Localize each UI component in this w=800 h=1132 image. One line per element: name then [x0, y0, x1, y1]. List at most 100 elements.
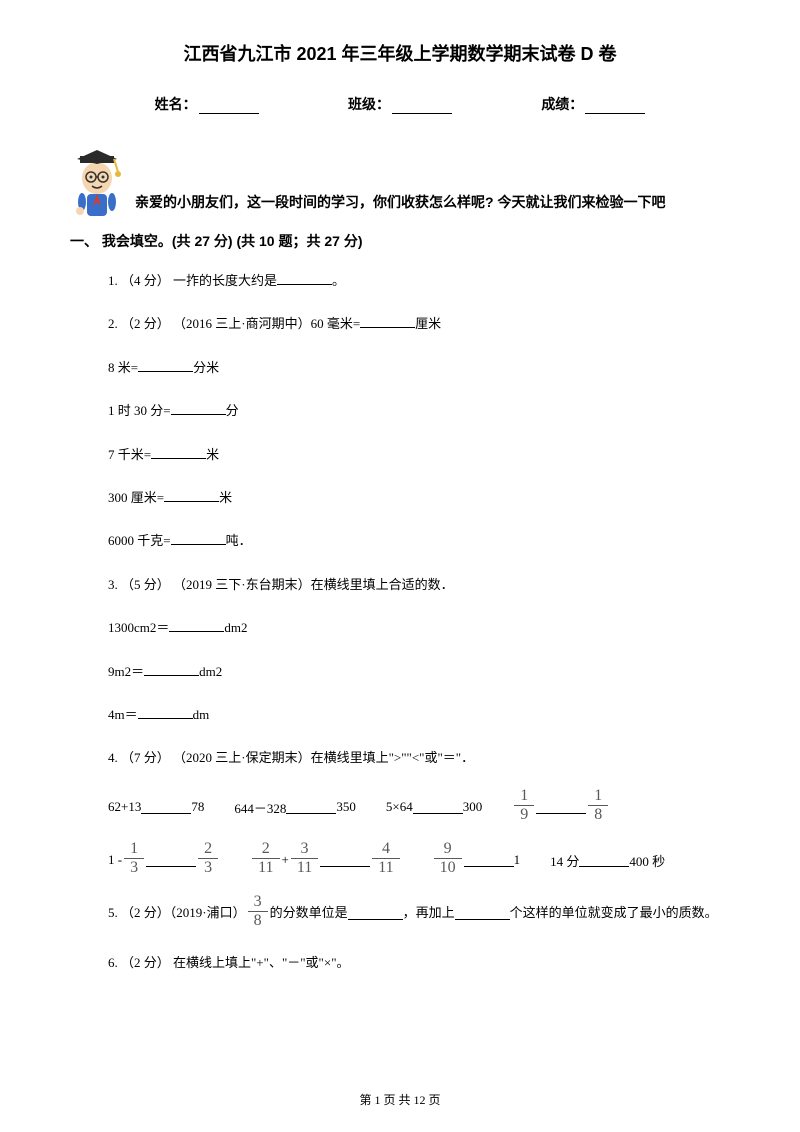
q5-c: ，再加上 [403, 901, 455, 924]
q2-l6b: 吨． [226, 533, 252, 548]
q2-blank-2[interactable] [138, 359, 193, 372]
q4-seg-2: 644－328 350 [234, 798, 356, 817]
score-blank[interactable] [585, 98, 645, 114]
fraction-1-9: 19 [514, 788, 534, 823]
q4-blank-4[interactable] [536, 801, 586, 814]
q4-a2: 78 [191, 799, 204, 815]
page-footer: 第 1 页 共 12 页 [0, 1091, 800, 1108]
student-info-row: 姓名： 班级： 成绩： [70, 94, 730, 114]
score-label: 成绩： [541, 94, 583, 114]
q2-l3a: 1 时 30 分= [108, 403, 171, 418]
q4-plus: + [282, 852, 289, 868]
q2-l1b: 厘米 [415, 316, 441, 331]
q1-blank[interactable] [277, 272, 332, 285]
q4-a1: 62+13 [108, 799, 141, 815]
q4-mid1: 1 [514, 852, 521, 868]
q2-blank-4[interactable] [151, 446, 206, 459]
q5-b: 的分数单位是 [270, 901, 348, 924]
question-4-row1: 62+13 78 644－328 350 5×64 300 19 18 [108, 790, 730, 825]
q4-blank-1[interactable] [141, 801, 191, 814]
fraction-1-8: 18 [588, 788, 608, 823]
question-2-line2: 8 米= 分米 [108, 356, 730, 379]
q4-blank-7[interactable] [464, 854, 514, 867]
section-1-heading: 一、 我会填空。(共 27 分) (共 10 题；共 27 分) [70, 231, 730, 251]
name-blank[interactable] [199, 98, 259, 114]
q5-blank-1[interactable] [348, 907, 403, 920]
q2-blank-6[interactable] [171, 532, 226, 545]
q5-blank-2[interactable] [455, 907, 510, 920]
q4-blank-6[interactable] [320, 854, 370, 867]
q4-b1: 644－328 [234, 798, 286, 817]
question-3-line3: 4m＝ dm [108, 703, 730, 726]
q4-blank-2[interactable] [286, 801, 336, 814]
question-2-line6: 6000 千克= 吨． [108, 529, 730, 552]
fraction-1-3: 13 [124, 841, 144, 876]
q2-l1a: 2. （2 分） （2016 三上·商河期中）60 毫米= [108, 316, 360, 331]
q2-blank-3[interactable] [171, 402, 226, 415]
q4-blank-3[interactable] [413, 801, 463, 814]
fraction-4-11: 411 [372, 841, 399, 876]
name-field: 姓名： [155, 94, 259, 114]
q2-blank-5[interactable] [164, 489, 219, 502]
name-label: 姓名： [155, 94, 197, 114]
q4-p1: 1 - [108, 852, 122, 868]
greeting-text: 亲爱的小朋友们，这一段时间的学习，你们收获怎么样呢? 今天就让我们来检验一下吧 [135, 191, 665, 219]
q4-c2: 300 [463, 799, 483, 815]
q1-prefix: 1. （4 分） 一拃的长度大约是 [108, 273, 277, 288]
q4-seg-7: 910 1 [432, 843, 521, 878]
q3-blank-1[interactable] [169, 619, 224, 632]
q3-l1b: dm2 [224, 620, 247, 635]
q4-mid3: 400 秒 [629, 851, 665, 870]
q2-l5a: 300 厘米= [108, 490, 164, 505]
q2-l4a: 7 千米= [108, 447, 151, 462]
question-6: 6. （2 分） 在横线上填上"+"、"－"或"×"。 [108, 951, 730, 974]
q4-seg-8: 14 分 400 秒 [550, 851, 665, 870]
q4-c1: 5×64 [386, 799, 413, 815]
question-2-line3: 1 时 30 分= 分 [108, 399, 730, 422]
page-title: 江西省九江市 2021 年三年级上学期数学期末试卷 D 卷 [70, 40, 730, 66]
question-2-line1: 2. （2 分） （2016 三上·商河期中）60 毫米= 厘米 [108, 312, 730, 335]
q3-blank-2[interactable] [144, 663, 199, 676]
class-label: 班级： [348, 94, 390, 114]
q1-suffix: 。 [332, 273, 345, 288]
q2-l4b: 米 [206, 447, 219, 462]
q4-seg-6: 211 + 311 411 [250, 843, 402, 878]
q2-l2a: 8 米= [108, 360, 138, 375]
question-1: 1. （4 分） 一拃的长度大约是 。 [108, 269, 730, 292]
question-3-head: 3. （5 分） （2019 三下·东台期末）在横线里填上合适的数． [108, 573, 730, 596]
q4-b2: 350 [336, 799, 356, 815]
question-4-row2: 1 - 13 23 211 + 311 411 910 1 14 分 400 秒 [108, 843, 730, 878]
q2-l6a: 6000 千克= [108, 533, 171, 548]
q2-l5b: 米 [219, 490, 232, 505]
q3-l3b: dm [193, 707, 210, 722]
q2-blank-1[interactable] [360, 315, 415, 328]
q4-blank-8[interactable] [579, 854, 629, 867]
fraction-3-11: 311 [291, 841, 318, 876]
q4-blank-5[interactable] [146, 854, 196, 867]
q3-l3a: 4m＝ [108, 707, 138, 722]
class-blank[interactable] [392, 98, 452, 114]
mascot-icon [70, 144, 125, 219]
q3-l1a: 1300cm2＝ [108, 620, 169, 635]
question-3-line2: 9m2＝dm2 [108, 660, 730, 683]
q3-l2a: 9m2＝ [108, 664, 144, 679]
question-3-line1: 1300cm2＝ dm2 [108, 616, 730, 639]
q4-seg-1: 62+13 78 [108, 799, 204, 815]
question-5: 5. （2 分）（2019·浦口） 38 的分数单位是 ，再加上 个这样的单位就… [108, 896, 730, 931]
fraction-2-11: 211 [252, 841, 279, 876]
class-field: 班级： [348, 94, 452, 114]
question-2-line4: 7 千米= 米 [108, 443, 730, 466]
question-4-head: 4. （7 分） （2020 三上·保定期末）在横线里填上">""<"或"＝"． [108, 746, 730, 769]
q4-seg-4: 19 18 [512, 790, 610, 825]
q4-seg-5: 1 - 13 23 [108, 843, 220, 878]
question-2-line5: 300 厘米= 米 [108, 486, 730, 509]
score-field: 成绩： [541, 94, 645, 114]
q2-l2b: 分米 [193, 360, 219, 375]
q3-blank-3[interactable] [138, 706, 193, 719]
fraction-3-8: 38 [248, 894, 268, 929]
q5-d: 个这样的单位就变成了最小的质数。 [510, 901, 718, 924]
q2-l3b: 分 [226, 403, 239, 418]
q4-mid2: 14 分 [550, 851, 579, 870]
q5-a: 5. （2 分）（2019·浦口） [108, 901, 246, 924]
q4-seg-3: 5×64 300 [386, 799, 482, 815]
